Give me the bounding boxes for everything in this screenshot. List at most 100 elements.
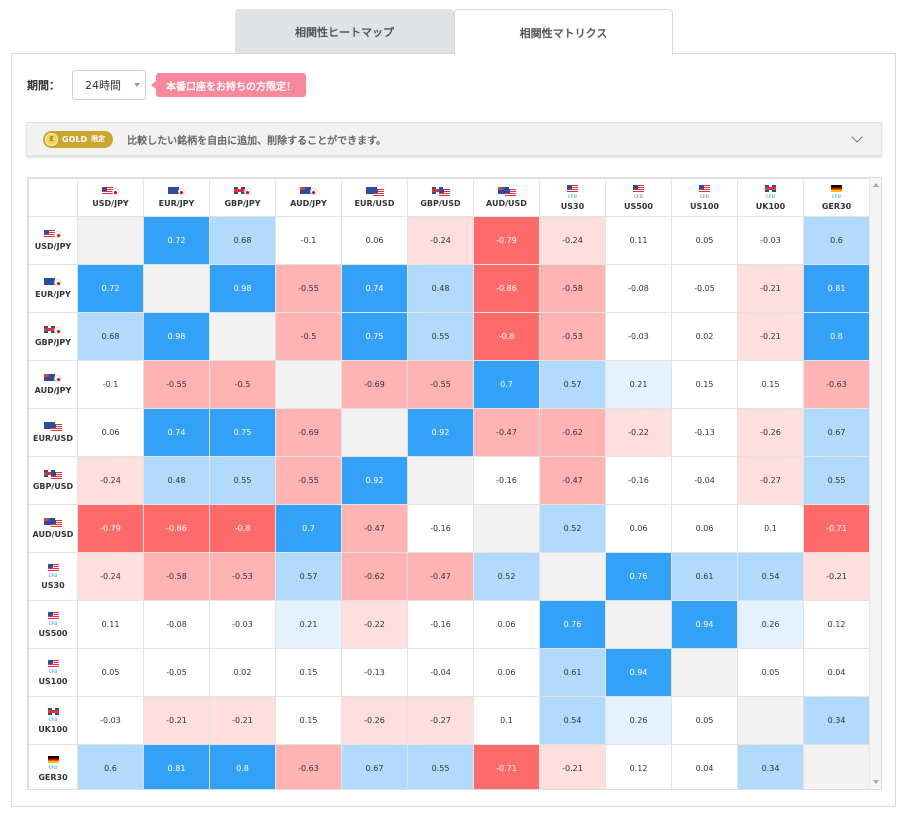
matrix-cell-diagonal	[341, 408, 408, 457]
column-header: GBP/USD	[407, 178, 474, 217]
matrix-cell: 0.75	[341, 312, 408, 361]
matrix-cell: -0.03	[605, 312, 672, 361]
matrix-cell: 0.06	[605, 504, 672, 553]
chevron-down-icon[interactable]	[851, 131, 863, 143]
matrix-row: CFD US500 0.11 -0.08 -0.03 0.21 -0.22 -0.16 0.06…	[28, 600, 870, 649]
matrix-cell: -0.26	[341, 696, 408, 745]
column-header: USD/JPY	[77, 178, 144, 217]
matrix-cell: 0.52	[539, 504, 606, 553]
column-header-label: GER30	[821, 201, 852, 211]
matrix-cell: 0.8	[803, 312, 870, 361]
row-header: CFD UK100	[28, 696, 78, 745]
cfd-label: CFD	[634, 193, 643, 199]
matrix-row: GBP/JPY 0.68 0.98 -0.5 0.75 0.55 -0.8 -0.53 -0.0…	[28, 312, 870, 361]
matrix-row: USD/JPY 0.72 0.68 -0.1 0.06 -0.24 -0.79 -0.24 0.…	[28, 216, 870, 265]
matrix-cell: -0.5	[275, 312, 342, 361]
tab-correlation-matrix[interactable]: 相関性マトリクス	[454, 9, 673, 55]
matrix-cell-diagonal	[671, 648, 738, 697]
gold-description: 比較したい銘柄を自由に追加、削除することができます。	[127, 135, 387, 147]
cfd-label: CFD	[48, 764, 58, 770]
matrix-cell: -0.47	[473, 408, 540, 457]
matrix-cell: 0.61	[671, 552, 738, 601]
flag-pair-icon	[497, 187, 516, 196]
matrix-cell: 0.48	[143, 456, 210, 505]
row-header-label: AUD/JPY	[34, 386, 72, 395]
flag-pair-icon	[44, 422, 62, 431]
matrix-cell: 0.92	[341, 456, 408, 505]
matrix-cell: 0.76	[605, 552, 672, 601]
matrix-table: USD/JPY EUR/JPY GBP/JPY AUD/JPY EUR/USD GBP/U…	[28, 178, 870, 789]
row-header-label: UK100	[38, 724, 68, 734]
cfd-label: CFD	[48, 572, 58, 578]
matrix-cell-diagonal	[143, 264, 210, 313]
flag-pair-icon	[299, 187, 318, 196]
matrix-cell-diagonal	[803, 744, 870, 789]
matrix-cell: 0.98	[209, 264, 276, 313]
matrix-cell-diagonal	[407, 456, 474, 505]
flag-icon	[831, 184, 842, 192]
row-header: USD/JPY	[28, 216, 78, 265]
period-label: 期間：	[27, 79, 60, 92]
matrix-cell: 0.81	[803, 264, 870, 313]
matrix-cell: 0.34	[737, 744, 804, 789]
matrix-cell: 0.6	[77, 744, 144, 789]
matrix-row: AUD/JPY -0.1 -0.55 -0.5 -0.69 -0.55 0.7 0.57 0.2…	[28, 360, 870, 409]
period-value: 24時間	[85, 79, 121, 92]
matrix-cell: -0.8	[209, 504, 276, 553]
matrix-cell: 0.74	[341, 264, 408, 313]
column-header: CFD US100	[671, 178, 738, 217]
row-header-label: AUD/USD	[32, 530, 74, 539]
scroll-down-icon[interactable]	[873, 780, 879, 784]
flag-pair-icon	[44, 230, 62, 239]
column-header-label: EUR/JPY	[158, 199, 195, 208]
row-header-label: EUR/USD	[33, 434, 73, 443]
matrix-row: EUR/JPY 0.72 0.98 -0.55 0.74 0.48 -0.86 -0.58 -0…	[28, 264, 870, 313]
matrix-cell: -0.24	[77, 456, 144, 505]
matrix-cell: 0.61	[539, 648, 606, 697]
matrix-cell: 0.55	[407, 744, 474, 789]
matrix-cell: 0.34	[803, 696, 870, 745]
matrix-cell: -0.62	[539, 408, 606, 457]
matrix-cell: 0.52	[473, 552, 540, 601]
matrix-cell: 0.05	[737, 648, 804, 697]
matrix-cell: 0.21	[275, 600, 342, 649]
row-header-label: GBP/USD	[32, 482, 74, 491]
matrix-cell: -0.22	[605, 408, 672, 457]
period-select[interactable]: 24時間	[72, 70, 146, 100]
caret-down-icon	[134, 83, 140, 87]
matrix-cell-diagonal	[77, 216, 144, 265]
matrix-cell: 0.92	[407, 408, 474, 457]
matrix-cell: 0.02	[209, 648, 276, 697]
matrix-cell: -0.5	[209, 360, 276, 409]
flag-pair-icon	[431, 187, 450, 196]
row-header: AUD/USD	[28, 504, 78, 553]
vertical-scrollbar[interactable]	[869, 178, 881, 789]
matrix-cell: 0.68	[209, 216, 276, 265]
cfd-label: CFD	[48, 620, 58, 626]
matrix-cell: -0.47	[341, 504, 408, 553]
matrix-cell: -0.04	[407, 648, 474, 697]
matrix-cell: -0.03	[737, 216, 804, 265]
tab-correlation-heatmap[interactable]: 相関性ヒートマップ	[235, 9, 454, 54]
matrix-row: CFD GER30 0.6 0.81 0.8 -0.63 0.67 0.55 -0.71 -0.2…	[28, 744, 870, 789]
row-header-label: US30	[41, 580, 65, 590]
matrix-cell-diagonal	[737, 696, 804, 745]
matrix-cell: -0.58	[539, 264, 606, 313]
column-header-label: GBP/JPY	[224, 199, 261, 208]
cfd-label: CFD	[700, 193, 709, 199]
matrix-cell: -0.16	[407, 600, 474, 649]
matrix-cell: 0.12	[605, 744, 672, 789]
matrix-cell: -0.1	[275, 216, 342, 265]
matrix-cell: 0.55	[209, 456, 276, 505]
matrix-cell: -0.21	[803, 552, 870, 601]
flag-pair-icon	[101, 187, 120, 196]
matrix-corner	[28, 178, 78, 217]
matrix-cell: -0.08	[605, 264, 672, 313]
row-header: AUD/JPY	[28, 360, 78, 409]
gold-accordion[interactable]: ₤ GOLD 限定 比較したい銘柄を自由に追加、削除することができます。	[26, 122, 882, 156]
column-header: EUR/JPY	[143, 178, 210, 217]
matrix-cell: 0.15	[671, 360, 738, 409]
scroll-up-icon[interactable]	[873, 183, 879, 187]
column-header: CFD US30	[539, 178, 606, 217]
matrix-cell: -0.69	[341, 360, 408, 409]
